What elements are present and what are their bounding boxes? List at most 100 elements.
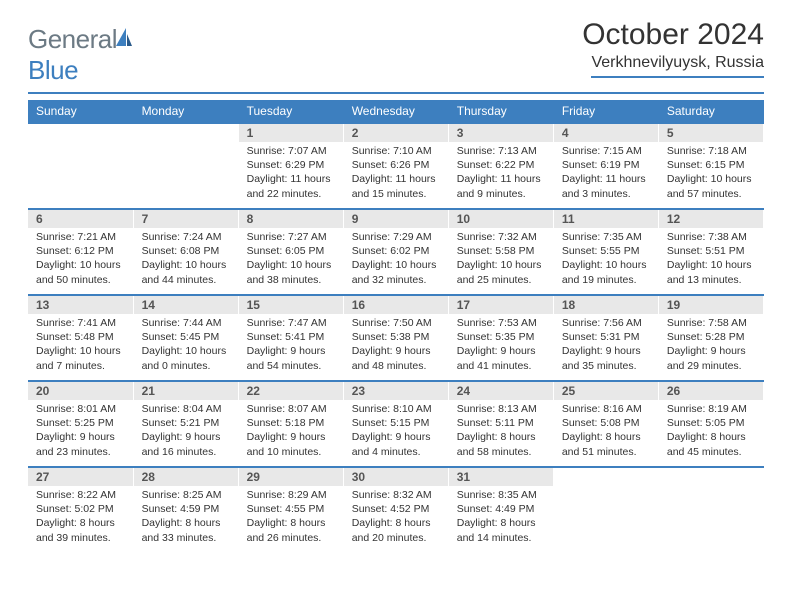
day-data: Sunrise: 7:32 AMSunset: 5:58 PMDaylight:… — [449, 228, 553, 291]
calendar-cell: 22Sunrise: 8:07 AMSunset: 5:18 PMDayligh… — [238, 381, 343, 467]
calendar-cell: 21Sunrise: 8:04 AMSunset: 5:21 PMDayligh… — [133, 381, 238, 467]
day-number: 2 — [344, 124, 448, 142]
sunrise-text: Sunrise: 8:16 AM — [562, 402, 650, 416]
day-number: 31 — [449, 468, 553, 486]
sunset-text: Sunset: 4:59 PM — [142, 502, 230, 516]
sunset-text: Sunset: 4:55 PM — [247, 502, 335, 516]
daylight-text: Daylight: 8 hours and 51 minutes. — [562, 430, 650, 458]
daylight-text: Daylight: 9 hours and 4 minutes. — [352, 430, 440, 458]
page: GeneralBlue October 2024 Verkhnevilyuysk… — [0, 0, 792, 612]
calendar-cell: 28Sunrise: 8:25 AMSunset: 4:59 PMDayligh… — [133, 467, 238, 553]
calendar-week-row: 27Sunrise: 8:22 AMSunset: 5:02 PMDayligh… — [28, 467, 764, 553]
sunrise-text: Sunrise: 7:32 AM — [457, 230, 545, 244]
day-data: Sunrise: 7:21 AMSunset: 6:12 PMDaylight:… — [28, 228, 133, 291]
logo-sail-icon — [114, 24, 134, 55]
day-data: Sunrise: 7:13 AMSunset: 6:22 PMDaylight:… — [449, 142, 553, 205]
calendar-cell: 15Sunrise: 7:47 AMSunset: 5:41 PMDayligh… — [238, 295, 343, 381]
calendar-cell: 1Sunrise: 7:07 AMSunset: 6:29 PMDaylight… — [238, 123, 343, 209]
weekday-header: Wednesday — [343, 100, 448, 123]
sunrise-text: Sunrise: 8:10 AM — [352, 402, 440, 416]
day-number: 17 — [449, 296, 553, 314]
calendar-cell: 19Sunrise: 7:58 AMSunset: 5:28 PMDayligh… — [658, 295, 763, 381]
day-number: 23 — [344, 382, 448, 400]
weekday-header: Sunday — [28, 100, 133, 123]
calendar-cell: 31Sunrise: 8:35 AMSunset: 4:49 PMDayligh… — [448, 467, 553, 553]
sunrise-text: Sunrise: 7:44 AM — [142, 316, 230, 330]
daylight-text: Daylight: 10 hours and 25 minutes. — [457, 258, 545, 286]
weekday-header: Saturday — [658, 100, 763, 123]
day-number: 6 — [28, 210, 133, 228]
calendar-week-row: 13Sunrise: 7:41 AMSunset: 5:48 PMDayligh… — [28, 295, 764, 381]
logo: GeneralBlue — [28, 18, 133, 86]
day-number: 19 — [659, 296, 763, 314]
day-number: 18 — [554, 296, 658, 314]
daylight-text: Daylight: 10 hours and 50 minutes. — [36, 258, 125, 286]
day-number: 1 — [239, 124, 343, 142]
calendar-cell: 29Sunrise: 8:29 AMSunset: 4:55 PMDayligh… — [238, 467, 343, 553]
day-data: Sunrise: 7:56 AMSunset: 5:31 PMDaylight:… — [554, 314, 658, 377]
day-data: Sunrise: 8:32 AMSunset: 4:52 PMDaylight:… — [344, 486, 448, 549]
sunrise-text: Sunrise: 8:35 AM — [457, 488, 545, 502]
day-data: Sunrise: 7:27 AMSunset: 6:05 PMDaylight:… — [239, 228, 343, 291]
day-data: Sunrise: 8:25 AMSunset: 4:59 PMDaylight:… — [134, 486, 238, 549]
sunset-text: Sunset: 6:15 PM — [667, 158, 755, 172]
sunset-text: Sunset: 5:38 PM — [352, 330, 440, 344]
sunrise-text: Sunrise: 8:22 AM — [36, 488, 125, 502]
sunrise-text: Sunrise: 7:50 AM — [352, 316, 440, 330]
day-number: 12 — [659, 210, 763, 228]
day-data: Sunrise: 8:13 AMSunset: 5:11 PMDaylight:… — [449, 400, 553, 463]
day-number: 22 — [239, 382, 343, 400]
month-title: October 2024 — [582, 18, 764, 52]
sunset-text: Sunset: 5:11 PM — [457, 416, 545, 430]
sunrise-text: Sunrise: 7:13 AM — [457, 144, 545, 158]
day-data: Sunrise: 7:38 AMSunset: 5:51 PMDaylight:… — [659, 228, 763, 291]
sunset-text: Sunset: 6:22 PM — [457, 158, 545, 172]
day-data: Sunrise: 8:10 AMSunset: 5:15 PMDaylight:… — [344, 400, 448, 463]
sunset-text: Sunset: 5:31 PM — [562, 330, 650, 344]
sunset-text: Sunset: 6:05 PM — [247, 244, 335, 258]
day-number: 10 — [449, 210, 553, 228]
day-number: 26 — [659, 382, 763, 400]
day-data: Sunrise: 8:29 AMSunset: 4:55 PMDaylight:… — [239, 486, 343, 549]
day-data: Sunrise: 7:18 AMSunset: 6:15 PMDaylight:… — [659, 142, 763, 205]
sunrise-text: Sunrise: 7:41 AM — [36, 316, 125, 330]
daylight-text: Daylight: 9 hours and 35 minutes. — [562, 344, 650, 372]
sunrise-text: Sunrise: 8:04 AM — [142, 402, 230, 416]
daylight-text: Daylight: 10 hours and 13 minutes. — [667, 258, 755, 286]
calendar-cell: 23Sunrise: 8:10 AMSunset: 5:15 PMDayligh… — [343, 381, 448, 467]
logo-text: GeneralBlue — [28, 24, 133, 86]
sunset-text: Sunset: 5:35 PM — [457, 330, 545, 344]
day-number: 30 — [344, 468, 448, 486]
day-number: 16 — [344, 296, 448, 314]
calendar-cell: 12Sunrise: 7:38 AMSunset: 5:51 PMDayligh… — [658, 209, 763, 295]
weekday-header: Friday — [553, 100, 658, 123]
calendar-cell: 3Sunrise: 7:13 AMSunset: 6:22 PMDaylight… — [448, 123, 553, 209]
daylight-text: Daylight: 11 hours and 9 minutes. — [457, 172, 545, 200]
daylight-text: Daylight: 8 hours and 58 minutes. — [457, 430, 545, 458]
calendar-cell: 8Sunrise: 7:27 AMSunset: 6:05 PMDaylight… — [238, 209, 343, 295]
sunset-text: Sunset: 6:12 PM — [36, 244, 125, 258]
day-data: Sunrise: 8:19 AMSunset: 5:05 PMDaylight:… — [659, 400, 763, 463]
sunrise-text: Sunrise: 7:15 AM — [562, 144, 650, 158]
daylight-text: Daylight: 9 hours and 41 minutes. — [457, 344, 545, 372]
day-number: 25 — [554, 382, 658, 400]
weekday-header: Tuesday — [238, 100, 343, 123]
sunrise-text: Sunrise: 7:18 AM — [667, 144, 755, 158]
daylight-text: Daylight: 9 hours and 10 minutes. — [247, 430, 335, 458]
calendar-cell — [553, 467, 658, 553]
weekday-header-row: Sunday Monday Tuesday Wednesday Thursday… — [28, 100, 764, 123]
sunrise-text: Sunrise: 7:56 AM — [562, 316, 650, 330]
title-block: October 2024 Verkhnevilyuysk, Russia — [582, 18, 764, 78]
day-data: Sunrise: 7:58 AMSunset: 5:28 PMDaylight:… — [659, 314, 763, 377]
daylight-text: Daylight: 9 hours and 23 minutes. — [36, 430, 125, 458]
calendar-cell: 16Sunrise: 7:50 AMSunset: 5:38 PMDayligh… — [343, 295, 448, 381]
day-data: Sunrise: 7:44 AMSunset: 5:45 PMDaylight:… — [134, 314, 238, 377]
sunset-text: Sunset: 5:25 PM — [36, 416, 125, 430]
sunset-text: Sunset: 5:51 PM — [667, 244, 755, 258]
day-number: 28 — [134, 468, 238, 486]
sunset-text: Sunset: 5:21 PM — [142, 416, 230, 430]
day-data: Sunrise: 7:07 AMSunset: 6:29 PMDaylight:… — [239, 142, 343, 205]
day-data: Sunrise: 7:35 AMSunset: 5:55 PMDaylight:… — [554, 228, 658, 291]
calendar-cell: 13Sunrise: 7:41 AMSunset: 5:48 PMDayligh… — [28, 295, 133, 381]
day-data: Sunrise: 7:53 AMSunset: 5:35 PMDaylight:… — [449, 314, 553, 377]
